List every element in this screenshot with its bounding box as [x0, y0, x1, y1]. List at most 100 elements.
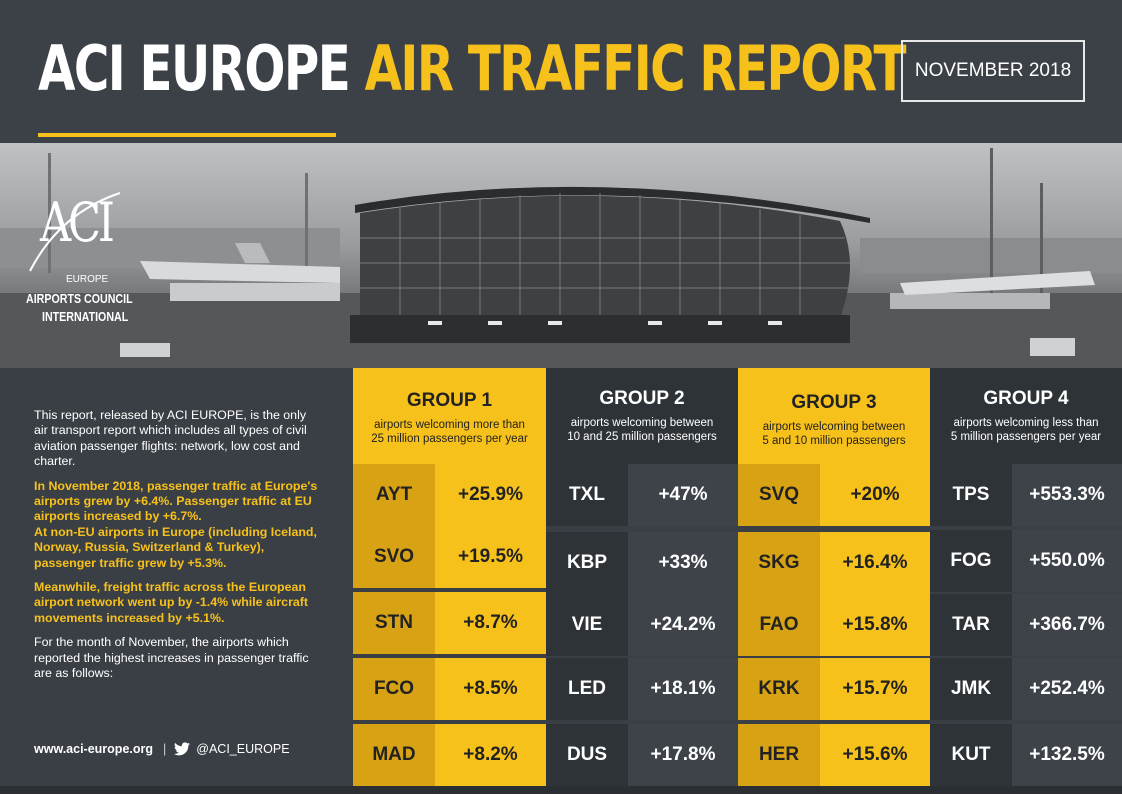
table-row: DUS +17.8%	[546, 724, 738, 786]
terminal-illustration	[0, 148, 1122, 368]
airport-terminal-photo	[0, 143, 1122, 368]
growth-value: +33%	[628, 532, 738, 594]
table-row: FCO +8.5%	[353, 658, 546, 720]
title-yellow: AIR TRAFFIC REPORT	[364, 32, 907, 105]
airport-code: TPS	[930, 464, 1012, 526]
intro-paragraph-3: Meanwhile, freight traffic across the Eu…	[34, 580, 309, 625]
title-white: ACI EUROPE	[38, 32, 351, 105]
website-link[interactable]: www.aci-europe.org	[34, 742, 154, 756]
growth-value: +25.9%	[435, 464, 546, 526]
table-row: SKG +16.4%	[738, 532, 930, 594]
group-1-subtitle: airports welcoming more than 25 million …	[353, 418, 546, 446]
airport-code: JMK	[930, 658, 1012, 720]
group-3-subtitle-line-2: 5 and 10 million passengers	[762, 435, 906, 447]
aci-logo: ACI EUROPE AIRPORTS COUNCIL INTERNATIONA…	[20, 183, 133, 333]
report-title: ACI EUROPE AIR TRAFFIC REPORT	[38, 32, 907, 105]
footer-strip	[0, 786, 1122, 794]
group-1-column: GROUP 1 airports welcoming more than 25 …	[353, 368, 546, 786]
group-1-subtitle-line-1: airports welcoming more than	[374, 419, 525, 431]
table-row: SVQ +20%	[738, 464, 930, 526]
intro-paragraph-2b: At non-EU airports in Europe (including …	[34, 524, 317, 570]
group-1-subtitle-line-2: 25 million passengers per year	[371, 433, 528, 445]
airport-code: KUT	[930, 724, 1012, 786]
growth-value: +15.8%	[820, 594, 930, 656]
airport-code: FOG	[930, 530, 1012, 592]
group-3-column: GROUP 3 airports welcoming between 5 and…	[738, 368, 930, 786]
airport-code: FCO	[353, 658, 435, 720]
growth-value: +15.7%	[820, 658, 930, 720]
group-4-subtitle-line-2: 5 million passengers per year	[950, 431, 1102, 443]
group-1-header: GROUP 1 airports welcoming more than 25 …	[353, 368, 546, 464]
table-row: LED +18.1%	[546, 658, 738, 720]
airport-code: SVO	[353, 526, 435, 588]
table-row: JMK +252.4%	[930, 658, 1122, 720]
growth-value: +24.2%	[628, 594, 738, 656]
airport-code: AYT	[353, 464, 435, 526]
growth-value: +19.5%	[435, 526, 546, 588]
table-row: KBP +33%	[546, 532, 738, 594]
growth-value: +553.3%	[1012, 464, 1122, 526]
header: ACI EUROPE AIR TRAFFIC REPORT NOVEMBER 2…	[0, 0, 1122, 143]
airport-code: MAD	[353, 724, 435, 786]
growth-value: +550.0%	[1012, 530, 1122, 592]
growth-value: +8.5%	[435, 658, 546, 720]
growth-value: +47%	[628, 464, 738, 526]
group-2-subtitle: airports welcoming between 10 and 25 mil…	[546, 416, 738, 444]
group-3-header: GROUP 3 airports welcoming between 5 and…	[738, 368, 930, 464]
airport-code: TAR	[930, 594, 1012, 656]
group-3-subtitle-line-1: airports welcoming between	[762, 421, 906, 433]
separator: |	[163, 742, 167, 756]
table-row: STN +8.7%	[353, 592, 546, 654]
intro-paragraph-2a: In November 2018, passenger traffic at E…	[34, 478, 318, 524]
twitter-handle[interactable]: @ACI_EUROPE	[196, 742, 290, 756]
table-row: AYT +25.9%	[353, 464, 546, 526]
group-3-title: GROUP 3	[791, 392, 877, 413]
airport-code: DUS	[546, 724, 628, 786]
growth-value: +15.6%	[820, 724, 930, 786]
airport-code: SKG	[738, 532, 820, 594]
growth-value: +18.1%	[628, 658, 738, 720]
growth-value: +8.7%	[435, 592, 546, 654]
group-1-title: GROUP 1	[406, 390, 493, 411]
growth-value: +20%	[820, 464, 930, 526]
growth-value: +132.5%	[1012, 724, 1122, 786]
intro-paragraph-1: This report, released by ACI EUROPE, is …	[34, 408, 307, 469]
table-row: TXL +47%	[546, 464, 738, 526]
group-2-subtitle-line-2: 10 and 25 million passengers	[567, 431, 717, 443]
table-row: KRK +15.7%	[738, 658, 930, 720]
logo-swoosh-icon	[29, 192, 121, 272]
intro-text: This report, released by ACI EUROPE, is …	[34, 408, 319, 691]
airport-code: KBP	[546, 532, 628, 594]
group-2-column: GROUP 2 airports welcoming between 10 an…	[546, 368, 738, 786]
airport-code: FAO	[738, 594, 820, 656]
contact-row: www.aci-europe.org | @ACI_EUROPE	[34, 742, 290, 756]
airport-code: LED	[546, 658, 628, 720]
logo-europe: EUROPE	[66, 274, 109, 285]
airport-code: HER	[738, 724, 820, 786]
table-row: TPS +553.3%	[930, 464, 1122, 526]
airport-code: VIE	[546, 594, 628, 656]
group-4-title: GROUP 4	[983, 388, 1069, 409]
table-row: VIE +24.2%	[546, 594, 738, 656]
airport-code: SVQ	[738, 464, 820, 526]
group-4-subtitle: airports welcoming less than 5 million p…	[930, 416, 1122, 444]
airport-code: KRK	[738, 658, 820, 720]
growth-value: +17.8%	[628, 724, 738, 786]
group-4-subtitle-line-1: airports welcoming less than	[953, 417, 1099, 429]
table-row: TAR +366.7%	[930, 594, 1122, 656]
intro-paragraph-2: In November 2018, passenger traffic at E…	[34, 479, 319, 571]
title-underline	[38, 133, 336, 137]
growth-value: +8.2%	[435, 724, 546, 786]
report-date: NOVEMBER 2018	[901, 40, 1085, 102]
table-row: HER +15.6%	[738, 724, 930, 786]
table-row: FAO +15.8%	[738, 594, 930, 656]
logo-mark: ACI	[40, 191, 115, 254]
group-4-header: GROUP 4 airports welcoming less than 5 m…	[930, 368, 1122, 464]
airport-code: TXL	[546, 464, 628, 526]
intro-paragraph-4: For the month of November, the airports …	[34, 635, 309, 681]
group-2-title: GROUP 2	[599, 388, 685, 409]
growth-value: +366.7%	[1012, 594, 1122, 656]
airport-code: STN	[353, 592, 435, 654]
table-row: MAD +8.2%	[353, 724, 546, 786]
logo-line-2: INTERNATIONAL	[42, 309, 129, 324]
